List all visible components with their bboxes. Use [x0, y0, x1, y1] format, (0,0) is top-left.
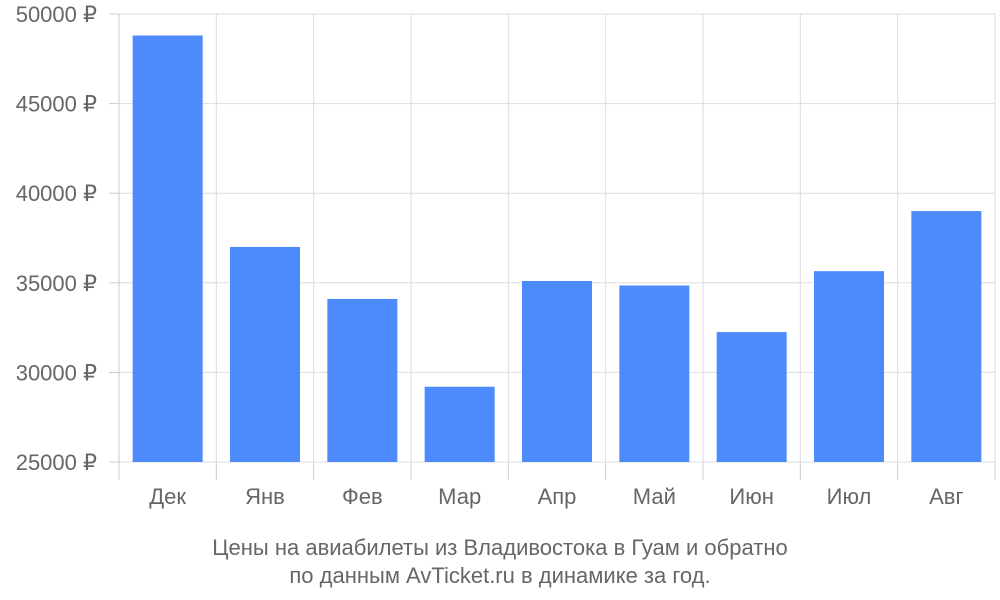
- x-tick-label-3: Мар: [438, 484, 481, 509]
- y-tick-label-4: 45000 ₽: [16, 92, 97, 117]
- chart-caption-line-2: по данным AvTicket.ru в динамике за год.: [289, 563, 711, 588]
- x-tick-label-0: Дек: [149, 484, 186, 509]
- x-tick-label-5: Май: [633, 484, 676, 509]
- bar-0: [132, 35, 203, 463]
- bar-2: [327, 298, 398, 462]
- bar-8: [911, 211, 982, 462]
- bar-6: [716, 332, 787, 462]
- bar-4: [522, 281, 592, 462]
- x-tick-label-7: Июл: [827, 484, 872, 509]
- x-tick-label-2: Фев: [342, 484, 383, 509]
- x-tick-label-4: Апр: [538, 484, 577, 509]
- bar-7: [814, 271, 884, 462]
- bar-5: [619, 285, 690, 462]
- y-tick-label-3: 40000 ₽: [16, 181, 97, 206]
- y-tick-label-1: 30000 ₽: [16, 360, 97, 385]
- y-tick-label-2: 35000 ₽: [16, 271, 97, 296]
- x-tick-label-1: Янв: [245, 484, 285, 509]
- x-tick-label-8: Авг: [929, 484, 963, 509]
- y-tick-label-5: 50000 ₽: [16, 2, 97, 27]
- chart-caption-line-1: Цены на авиабилеты из Владивостока в Гуа…: [212, 535, 788, 560]
- bar-chart: 25000 ₽ 30000 ₽ 35000 ₽ 40000 ₽ 45000 ₽ 50000…: [16, 2, 996, 509]
- x-tick-label-6: Июн: [729, 484, 773, 509]
- y-tick-label-0: 25000 ₽: [16, 450, 97, 475]
- bar-3: [424, 386, 495, 462]
- bar-1: [230, 246, 300, 462]
